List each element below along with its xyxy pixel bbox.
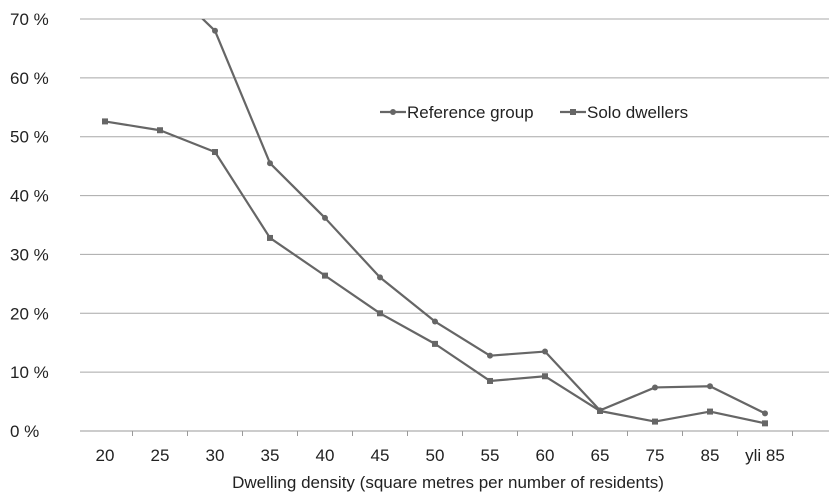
- x-axis-title: Dwelling density (square metres per numb…: [232, 473, 664, 492]
- legend-item: Reference group: [380, 103, 534, 122]
- data-point: [377, 310, 383, 317]
- y-tick-label: 0 %: [10, 422, 39, 441]
- y-tick-label: 50 %: [10, 128, 49, 147]
- x-tick-label: 40: [316, 446, 335, 465]
- data-point: [322, 272, 328, 279]
- x-tick-label: 45: [371, 446, 390, 465]
- y-tick-label: 40 %: [10, 187, 49, 206]
- data-point: [652, 418, 658, 425]
- series-line: [104, 120, 766, 425]
- x-tick-label: 25: [151, 446, 170, 465]
- legend: Reference group Solo dwellers: [380, 103, 688, 122]
- data-point: [762, 410, 768, 417]
- x-tick-label: 60: [536, 446, 555, 465]
- series-reference-group: [201, 19, 768, 417]
- data-point: [322, 214, 328, 221]
- data-point: [377, 274, 383, 281]
- legend-item: Solo dwellers: [560, 103, 688, 122]
- series-solo-dwellers: [102, 118, 768, 427]
- gridlines: [80, 18, 829, 432]
- data-point: [542, 348, 548, 355]
- y-tick-label: 10 %: [10, 363, 49, 382]
- data-point: [157, 127, 163, 134]
- data-point: [267, 234, 273, 241]
- data-point: [432, 318, 438, 325]
- legend-swatch-marker: [570, 109, 576, 115]
- legend-label: Solo dwellers: [587, 103, 688, 122]
- x-tick-label: 85: [701, 446, 720, 465]
- data-point: [102, 118, 108, 125]
- data-point: [707, 408, 713, 415]
- x-tick-label: 65: [591, 446, 610, 465]
- y-axis-ticks: 0 % 10 % 20 % 30 % 40 % 50 % 60 % 70 %: [10, 10, 49, 441]
- y-tick-label: 20 %: [10, 304, 49, 323]
- data-point: [212, 149, 218, 156]
- x-tick-label: 50: [426, 446, 445, 465]
- x-axis-ticks: 20 25 30 35 40 45 50 55 60 65 75 85 yli 85: [96, 431, 793, 465]
- series-group: [102, 19, 768, 427]
- legend-label: Reference group: [407, 103, 534, 122]
- y-tick-label: 60 %: [10, 69, 49, 88]
- data-point: [762, 420, 768, 427]
- x-tick-label: yli 85: [745, 446, 785, 465]
- x-tick-label: 35: [261, 446, 280, 465]
- data-point: [707, 383, 713, 390]
- data-point: [267, 160, 273, 167]
- y-tick-label: 70 %: [10, 10, 49, 29]
- x-tick-label: 55: [481, 446, 500, 465]
- data-point: [652, 384, 658, 391]
- y-tick-label: 30 %: [10, 245, 49, 264]
- legend-swatch-marker: [390, 109, 396, 115]
- data-point: [542, 373, 548, 380]
- series-line: [201, 19, 766, 415]
- x-tick-label: 20: [96, 446, 115, 465]
- data-point: [212, 27, 218, 34]
- x-tick-label: 30: [206, 446, 225, 465]
- data-point: [597, 407, 603, 414]
- data-point: [432, 340, 438, 347]
- x-tick-label: 75: [646, 446, 665, 465]
- data-point: [487, 352, 493, 359]
- data-point: [487, 377, 493, 384]
